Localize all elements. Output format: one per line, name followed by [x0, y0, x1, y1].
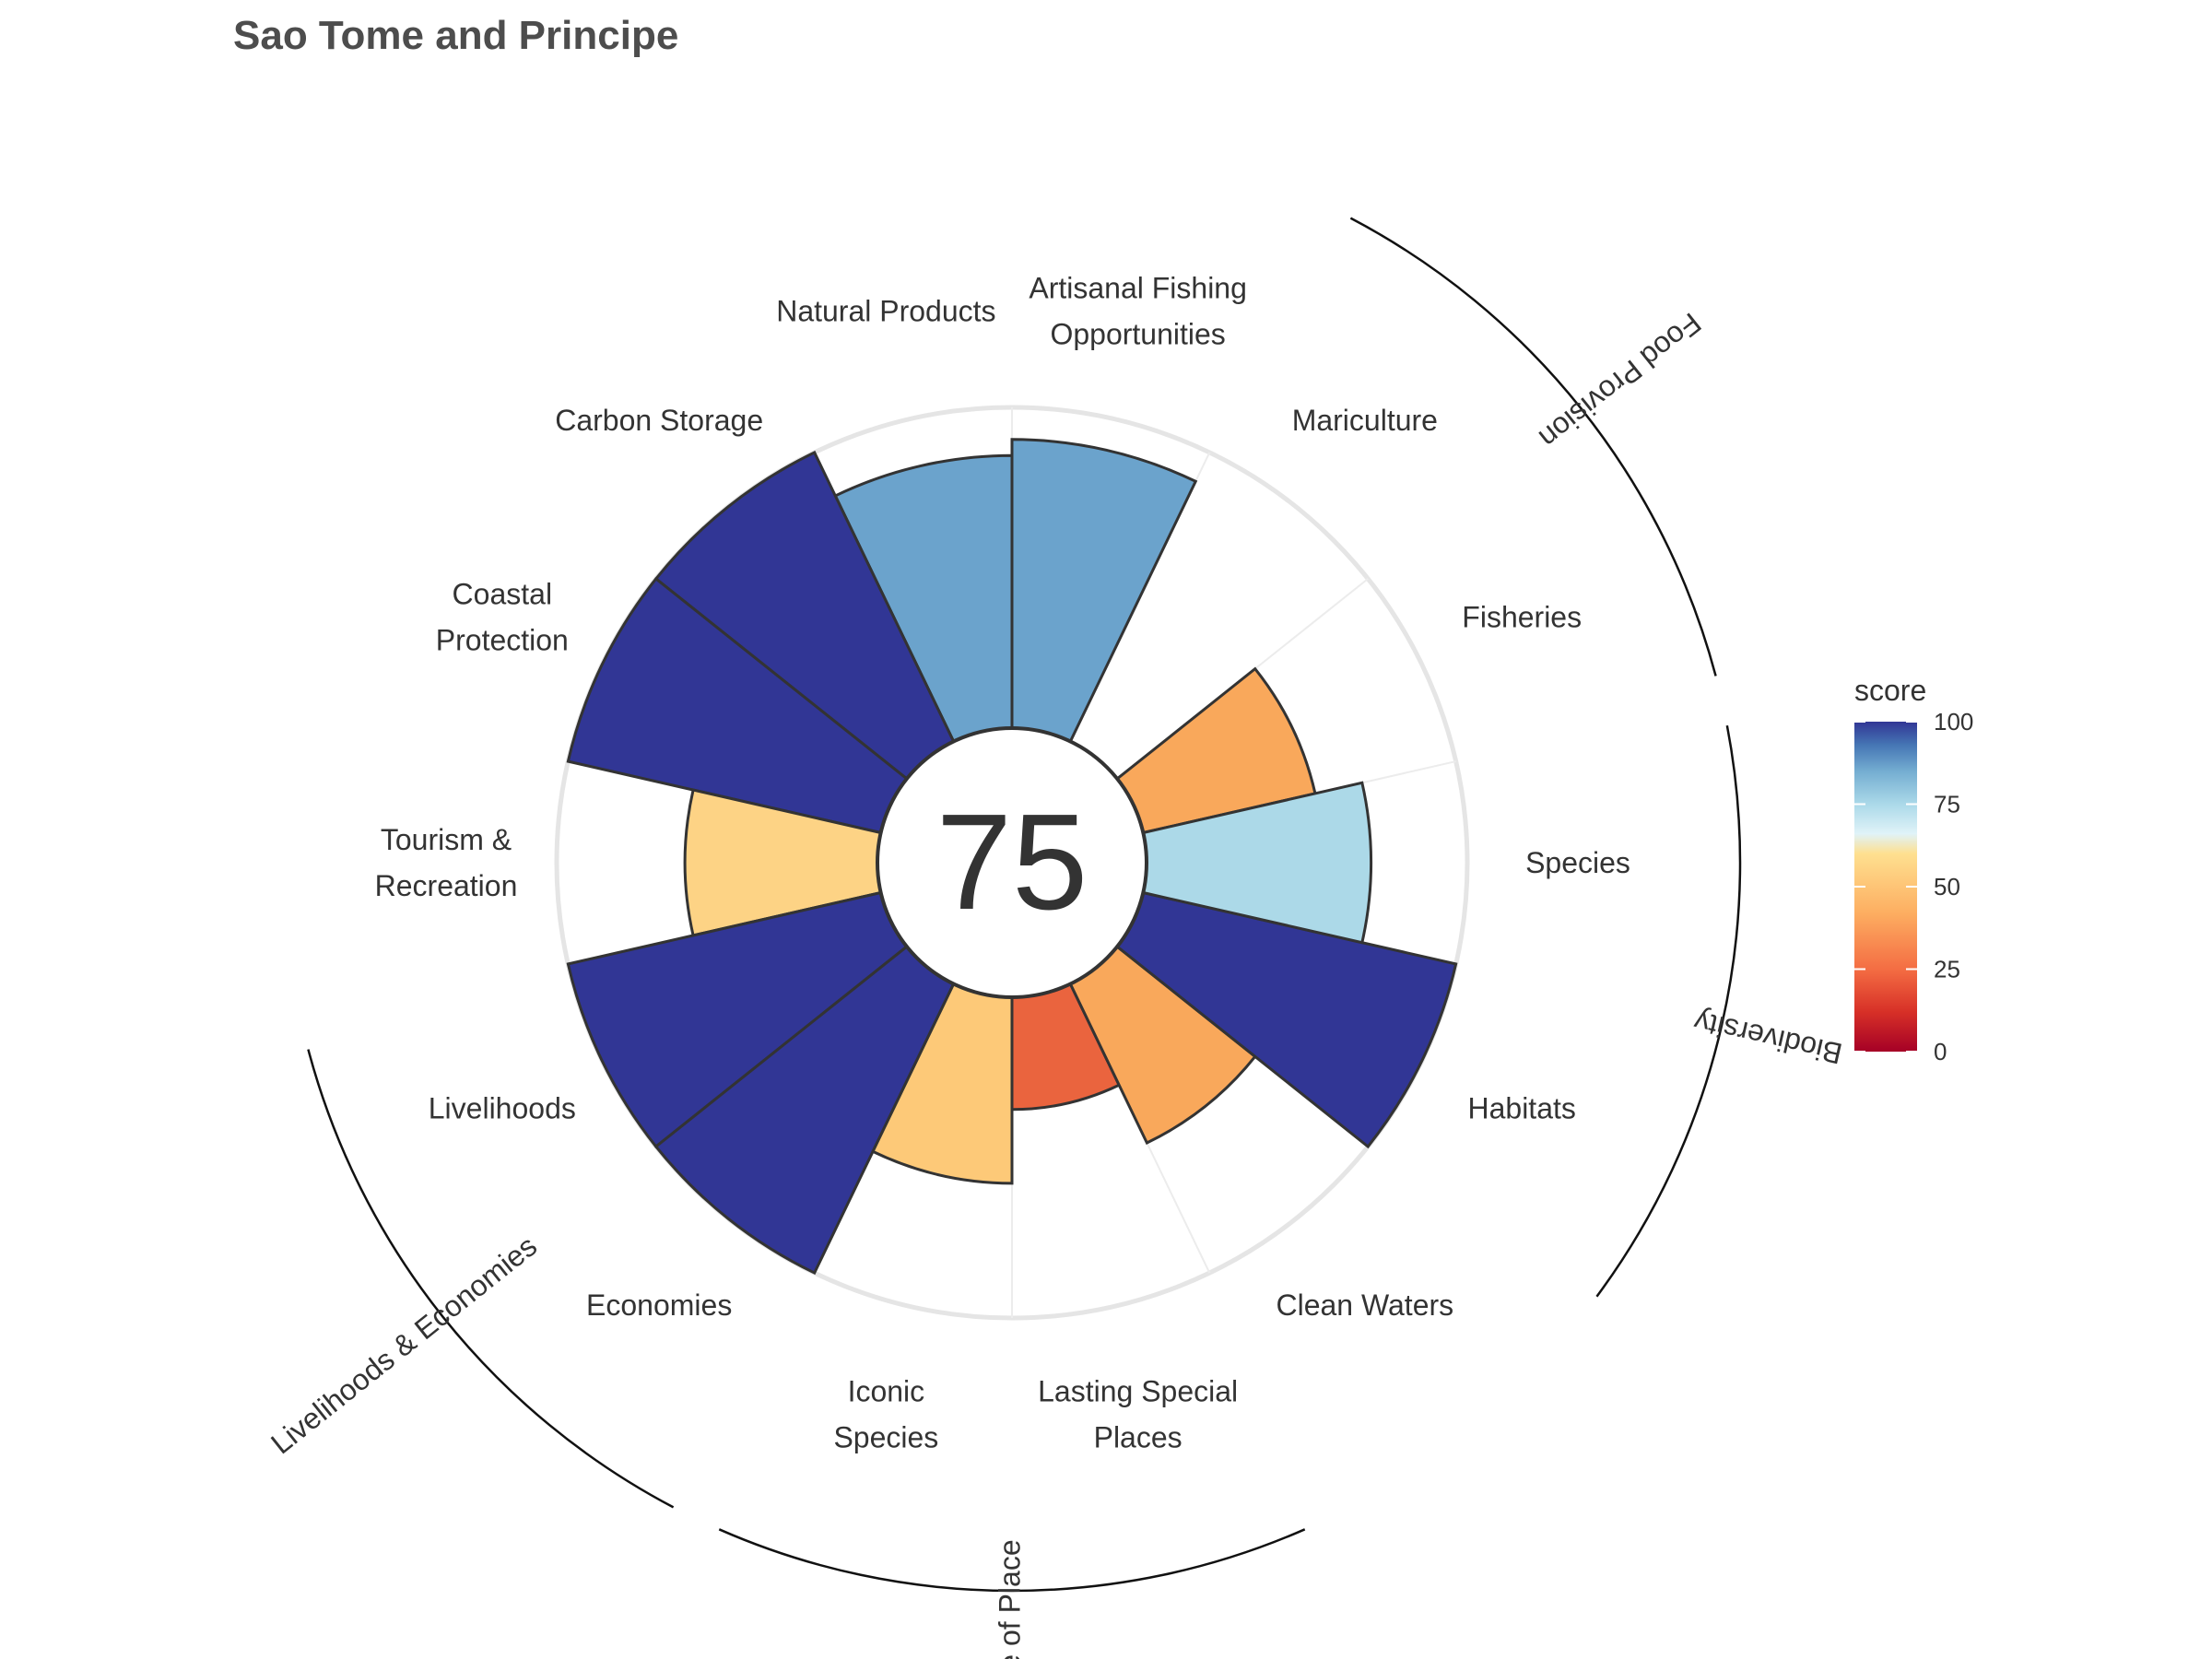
chart-title: Sao Tome and Principe: [233, 13, 678, 58]
bar-artisanal-fishing-opportunities: [1010, 438, 1198, 744]
category-label-lasting-special-places: Lasting Special: [1038, 1375, 1238, 1408]
category-label-natural-products: Natural Products: [776, 294, 995, 327]
legend-tick-label: 75: [1934, 791, 1960, 818]
group-label-sense-of-place: Sense of Place: [993, 1539, 1026, 1659]
category-label-artisanal-fishing-opportunities: Opportunities: [1050, 317, 1225, 350]
category-label-iconic-species: Species: [833, 1421, 938, 1454]
category-label-livelihoods: Livelihoods: [429, 1091, 576, 1124]
category-label-economies: Economies: [586, 1288, 732, 1322]
category-label-coastal-protection: Protection: [436, 624, 569, 657]
category-label-tourism-recreation: Recreation: [375, 869, 518, 902]
category-label-clean-waters: Clean Waters: [1276, 1288, 1453, 1322]
category-label-mariculture: Mariculture: [1292, 404, 1438, 437]
center-circle: [876, 726, 1148, 999]
legend-ticks: 100 75 50 25 0: [1854, 708, 1973, 1065]
category-label-tourism-recreation: Tourism &: [381, 823, 512, 856]
category-label-lasting-special-places: Places: [1094, 1421, 1182, 1454]
group-arc-food-provision: [1349, 217, 1717, 677]
polar-bars: [566, 438, 1458, 1276]
group-arc-sense-of-place: [718, 1528, 1306, 1593]
category-label-species: Species: [1525, 846, 1630, 879]
category-label-carbon-storage: Carbon Storage: [555, 404, 763, 437]
group-arc-livelihoods-economies: [307, 1049, 675, 1509]
legend-title: score: [1854, 674, 1926, 707]
score-legend: score 100 75 50 25 0: [1854, 674, 1973, 1065]
category-label-habitats: Habitats: [1467, 1091, 1575, 1124]
center-score: 75: [936, 786, 1088, 938]
category-label-fisheries: Fisheries: [1462, 601, 1582, 634]
legend-tick-label: 100: [1934, 708, 1973, 735]
group-arc-biodiversity: [1595, 724, 1742, 1298]
category-labels: Fisheries Mariculture Artisanal Fishing Opp…: [375, 271, 1630, 1453]
category-label-iconic-species: Iconic: [848, 1375, 925, 1408]
legend-tick-label: 25: [1934, 956, 1960, 983]
legend-tick-label: 50: [1934, 873, 1960, 900]
category-label-coastal-protection: Coastal: [453, 578, 553, 611]
category-label-artisanal-fishing-opportunities: Artisanal Fishing: [1029, 271, 1247, 304]
legend-tick-label: 0: [1934, 1038, 1947, 1065]
group-label-biodiversity: Biodiversity: [1691, 1005, 1846, 1071]
